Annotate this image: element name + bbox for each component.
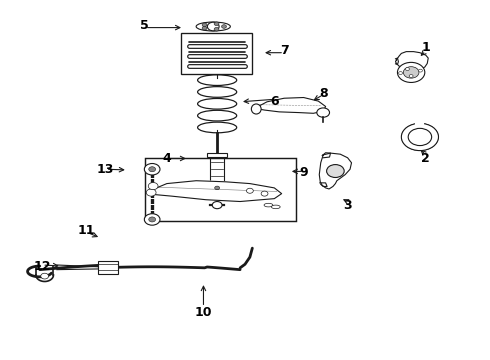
Circle shape [397,62,425,82]
Text: 9: 9 [299,166,308,179]
Bar [207,153,227,157]
Circle shape [246,188,253,193]
Circle shape [327,165,344,177]
Bar [145,158,296,221]
Circle shape [41,273,49,279]
Circle shape [145,214,160,225]
Ellipse shape [264,203,273,207]
Text: 12: 12 [33,260,51,273]
Circle shape [403,67,419,78]
Circle shape [202,23,207,27]
Circle shape [418,69,422,72]
Circle shape [408,129,432,145]
Text: 13: 13 [97,163,115,176]
Text: 5: 5 [141,19,149,32]
Ellipse shape [271,205,280,209]
Polygon shape [395,51,428,71]
Text: 4: 4 [163,152,171,165]
Circle shape [147,189,156,196]
Circle shape [145,163,160,175]
Circle shape [207,22,219,31]
Text: 2: 2 [421,152,430,165]
Ellipse shape [251,104,261,114]
Circle shape [406,68,410,71]
Circle shape [398,72,402,75]
Polygon shape [150,181,282,202]
Circle shape [148,183,158,190]
Circle shape [317,108,330,117]
Text: 11: 11 [77,224,95,237]
Ellipse shape [196,22,230,31]
Bar [98,261,118,274]
Circle shape [212,202,222,209]
Bar [181,33,252,74]
Bar [210,155,224,182]
Circle shape [409,75,413,77]
Polygon shape [319,153,351,189]
Text: 1: 1 [421,41,430,54]
Text: 3: 3 [343,199,352,212]
Circle shape [221,25,226,28]
Text: 6: 6 [270,95,279,108]
Circle shape [215,186,220,190]
Circle shape [401,123,439,150]
Circle shape [214,27,219,31]
Polygon shape [255,98,326,113]
Circle shape [149,167,156,172]
Circle shape [149,217,156,222]
Circle shape [214,22,219,26]
Circle shape [261,191,268,196]
Text: 10: 10 [195,306,212,319]
Text: 7: 7 [280,44,289,57]
Wedge shape [401,123,439,150]
Text: 8: 8 [319,87,327,100]
Circle shape [202,26,207,30]
Circle shape [211,184,223,192]
